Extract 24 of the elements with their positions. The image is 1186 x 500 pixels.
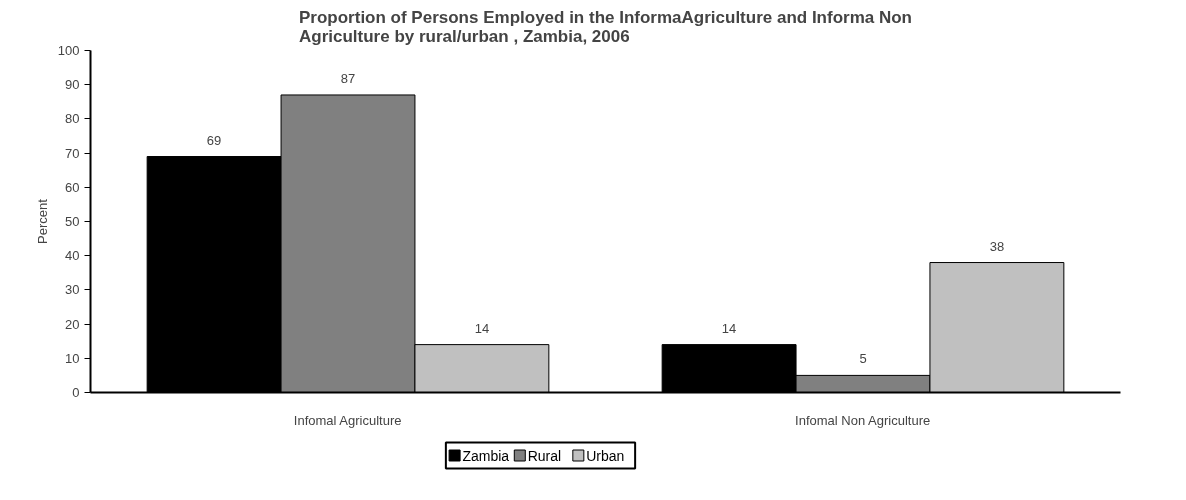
- y-tick-label: 90: [65, 77, 80, 93]
- y-tick-label: 0: [72, 385, 80, 400]
- data-label: 87: [340, 70, 356, 86]
- legend-label: Urban: [586, 447, 625, 464]
- y-tick-label: 60: [65, 179, 80, 195]
- y-axis-title: Percent: [34, 198, 50, 244]
- data-label: 69: [206, 132, 222, 148]
- x-tick-label: Infomal Non Agriculture: [795, 412, 931, 428]
- y-tick-label: 100: [57, 43, 80, 58]
- data-label: 5: [859, 351, 867, 367]
- data-label: 38: [989, 238, 1005, 254]
- chart-title: Proportion of Persons Employed in the InformaAgriculture and Informa Non Agriculture by rural/urban , Zambia, 2006: [299, 7, 913, 46]
- y-tick-label: 80: [65, 111, 80, 127]
- y-tick-label: 10: [65, 350, 80, 366]
- y-tick-label: 20: [65, 316, 80, 332]
- y-tick-label: 50: [65, 214, 80, 229]
- y-tick-label: 30: [65, 282, 80, 298]
- data-label: 14: [474, 320, 490, 336]
- legend-label: Rural: [527, 447, 562, 464]
- legend-label: Zambia: [462, 447, 510, 464]
- data-label: 14: [721, 320, 737, 336]
- x-tick-label: Infomal Agriculture: [293, 412, 402, 428]
- y-tick-label: 40: [65, 248, 80, 264]
- y-tick-label: 70: [65, 145, 80, 161]
